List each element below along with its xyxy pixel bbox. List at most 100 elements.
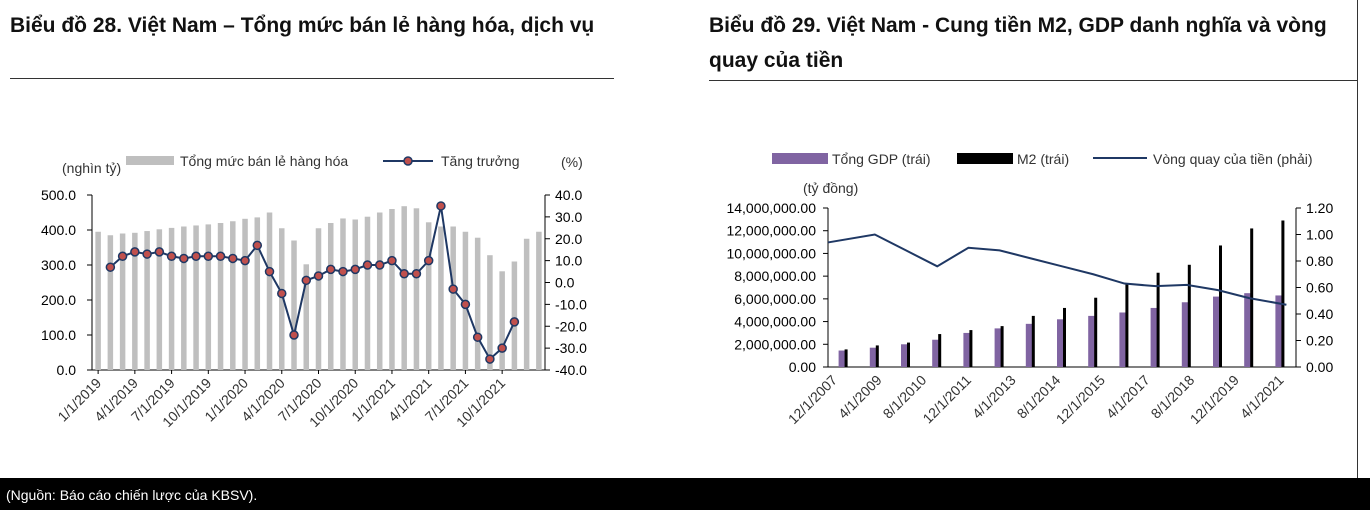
x-tick-label: 4/1/2017: [1103, 372, 1153, 422]
money-chart-panel: Biểu đồ 29. Việt Nam - Cung tiền M2, GDP…: [700, 0, 1370, 478]
gdp-bar: [1213, 296, 1221, 367]
gdp-bar: [1088, 315, 1097, 367]
retail-chart-panel: Biểu đồ 28. Việt Nam – Tổng mức bán lẻ h…: [0, 0, 690, 478]
x-tick-label: 12/1/2019: [1187, 372, 1243, 428]
right-y-tick-label: -20.0: [555, 318, 587, 334]
money-chart-title-line2: quay của tiền: [709, 49, 844, 72]
growth-point: [485, 354, 495, 364]
x-tick-label: 12/1/2015: [1053, 372, 1109, 428]
retail-bar: [401, 206, 407, 370]
right-y-tick-label: 20.0: [555, 231, 582, 247]
retail-bar: [523, 238, 530, 370]
growth-point: [436, 201, 446, 211]
growth-point: [203, 251, 214, 261]
m2-bar: [875, 345, 879, 367]
retail-bar: [242, 218, 248, 370]
retail-bar: [389, 209, 395, 370]
gdp-bar: [869, 347, 878, 367]
right-y-tick-label: 0.0: [555, 275, 575, 291]
x-tick-label: 12/1/2007: [785, 372, 841, 428]
retail-bar: [291, 240, 297, 370]
right-y-tick-label: 0.40: [1306, 306, 1333, 322]
right-y-tick-label: 10.0: [555, 253, 582, 269]
legend-label-gdp: Tổng GDP (trái): [832, 151, 931, 167]
growth-point: [423, 255, 434, 266]
gdp-bar: [1057, 319, 1065, 367]
retail-bar: [168, 227, 175, 370]
growth-point: [497, 343, 507, 353]
growth-point: [472, 332, 483, 342]
growth-point: [289, 330, 299, 340]
right-y-tick-label: 40.0: [555, 187, 582, 203]
m2-bar: [1000, 326, 1004, 367]
right-y-tick-label: -30.0: [555, 340, 587, 356]
m2-bar: [1125, 284, 1129, 367]
growth-point: [191, 251, 201, 261]
growth-point: [252, 240, 263, 251]
gdp-bar: [1119, 312, 1128, 367]
growth-point: [509, 317, 520, 327]
retail-bar: [193, 225, 199, 370]
m2-bar: [1219, 245, 1222, 367]
retail-bar: [536, 231, 542, 370]
right-y-tick-label: 0.20: [1306, 333, 1333, 349]
growth-point: [362, 260, 373, 270]
legend-label-line: Tăng trưởng: [441, 153, 519, 169]
growth-point: [350, 264, 360, 275]
growth-point: [228, 253, 238, 264]
x-tick-label: 4/1/2021: [1237, 372, 1287, 422]
retail-bar: [425, 222, 432, 370]
retail-bar: [315, 228, 322, 370]
left-y-tick-label: 14,000,000.00: [726, 200, 816, 216]
growth-point: [142, 249, 152, 259]
gdp-bar: [838, 350, 847, 367]
retail-bar: [303, 264, 310, 370]
gdp-bar: [963, 332, 972, 367]
growth-point: [387, 255, 397, 266]
growth-point: [460, 299, 471, 310]
left-y-tick-label: 8,000,000.00: [734, 268, 816, 284]
retail-bar: [156, 229, 163, 370]
legend-swatch-gdp: [772, 153, 828, 164]
right-y-tick-label: 1.20: [1306, 200, 1333, 216]
retail-bar: [217, 223, 224, 370]
left-y-tick-label: 10,000,000.00: [726, 245, 816, 261]
x-tick-label: 4/1/2013: [969, 372, 1019, 422]
retail-bar: [511, 261, 518, 370]
growth-point: [411, 269, 422, 279]
growth-point: [154, 247, 165, 257]
m2-bar: [1094, 297, 1098, 367]
gdp-bar: [1181, 302, 1190, 367]
retail-bar: [487, 255, 493, 370]
growth-point: [130, 247, 140, 257]
retail-bar: [450, 226, 456, 370]
retail-bar: [132, 232, 138, 370]
right-y-tick-label: 0.00: [1306, 359, 1333, 375]
right-y-tick-label: 30.0: [555, 209, 582, 225]
left-unit-label: (tỷ đồng): [803, 180, 858, 196]
left-y-tick-label: 6,000,000.00: [734, 291, 816, 307]
legend-label-m2: M2 (trái): [1017, 151, 1069, 167]
retail-bar: [279, 228, 285, 370]
gdp-bar: [1275, 295, 1284, 367]
left-y-tick-label: 0.00: [789, 359, 816, 375]
growth-point: [338, 266, 348, 277]
m2-bar: [844, 349, 848, 367]
source-footer: (Nguồn: Báo cáo chiến lược của KBSV).: [0, 478, 1370, 510]
growth-point: [215, 251, 226, 261]
left-y-tick-label: 100.0: [41, 327, 76, 343]
legend-swatch-m2: [957, 153, 1013, 164]
right-border-line: [1357, 0, 1358, 478]
retail-bar: [327, 223, 334, 370]
retail-bar: [474, 237, 481, 370]
retail-bar: [119, 233, 126, 370]
left-y-tick-label: 0.0: [57, 362, 77, 378]
velocity-line: [827, 233, 1287, 306]
m2-bar: [969, 330, 973, 367]
source-note: (Nguồn: Báo cáo chiến lược của KBSV).: [6, 487, 258, 503]
money-title-rule: [709, 80, 1357, 81]
legend-swatch-bars: [126, 156, 174, 165]
retail-bar: [352, 219, 358, 370]
left-unit-label: (nghìn tỷ): [62, 160, 121, 176]
growth-point: [399, 269, 409, 279]
